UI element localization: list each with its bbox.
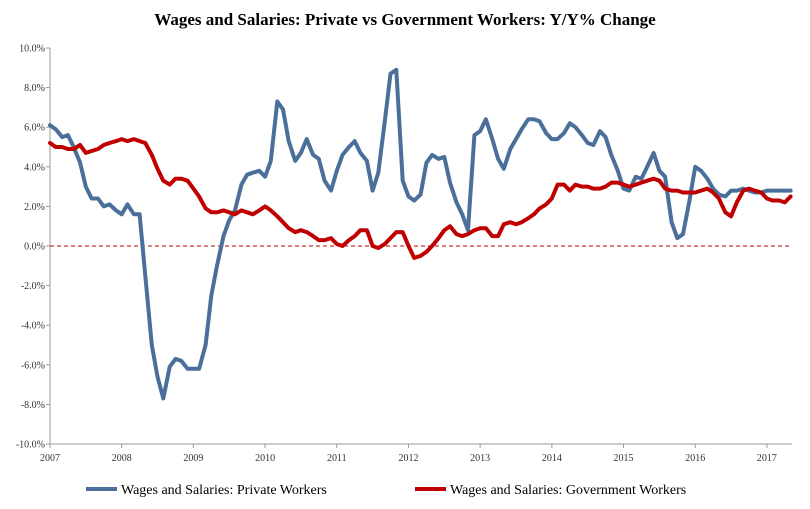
- legend-label-private: Wages and Salaries: Private Workers: [121, 483, 327, 498]
- y-tick-label: 10.0%: [19, 44, 45, 55]
- y-tick-label: 6.0%: [24, 123, 45, 134]
- x-tick-label: 2009: [183, 453, 203, 464]
- x-tick-label: 2010: [255, 453, 275, 464]
- x-tick-label: 2012: [398, 453, 418, 464]
- x-tick-label: 2007: [40, 453, 60, 464]
- y-tick-label: 4.0%: [24, 162, 45, 173]
- y-tick-label: 0.0%: [24, 242, 45, 253]
- y-tick-label: -10.0%: [16, 440, 45, 451]
- y-tick-label: -8.0%: [21, 400, 45, 411]
- x-tick-label: 2013: [470, 453, 490, 464]
- y-tick-label: 2.0%: [24, 202, 45, 213]
- y-tick-label: 8.0%: [24, 83, 45, 94]
- y-tick-label: -2.0%: [21, 281, 45, 292]
- series-line-government: [48, 137, 793, 260]
- legend-label-government: Wages and Salaries: Government Workers: [450, 483, 686, 498]
- series-lines: [48, 67, 793, 401]
- x-tick-labels: 2007 2008 2009 2010 2011 2012 2013 2014 2015 2016…: [40, 453, 777, 464]
- x-tick-label: 2014: [542, 453, 562, 464]
- series-line-private: [48, 67, 793, 401]
- y-tick-label: -6.0%: [21, 360, 45, 371]
- chart-title: Wages and Salaries: Private vs Governmen…: [154, 10, 656, 29]
- y-tick-labels: 10.0% 8.0% 6.0% 4.0% 2.0% 0.0% -2.0% -4.0% -6.0%…: [16, 44, 45, 451]
- x-tick-label: 2016: [685, 453, 705, 464]
- x-tick-label: 2008: [112, 453, 132, 464]
- x-tick-label: 2017: [757, 453, 777, 464]
- y-tick-label: -4.0%: [21, 321, 45, 332]
- x-tick-label: 2011: [327, 453, 347, 464]
- x-tick-label: 2015: [614, 453, 634, 464]
- legend: Wages and Salaries: Private Workers Wage…: [86, 483, 686, 498]
